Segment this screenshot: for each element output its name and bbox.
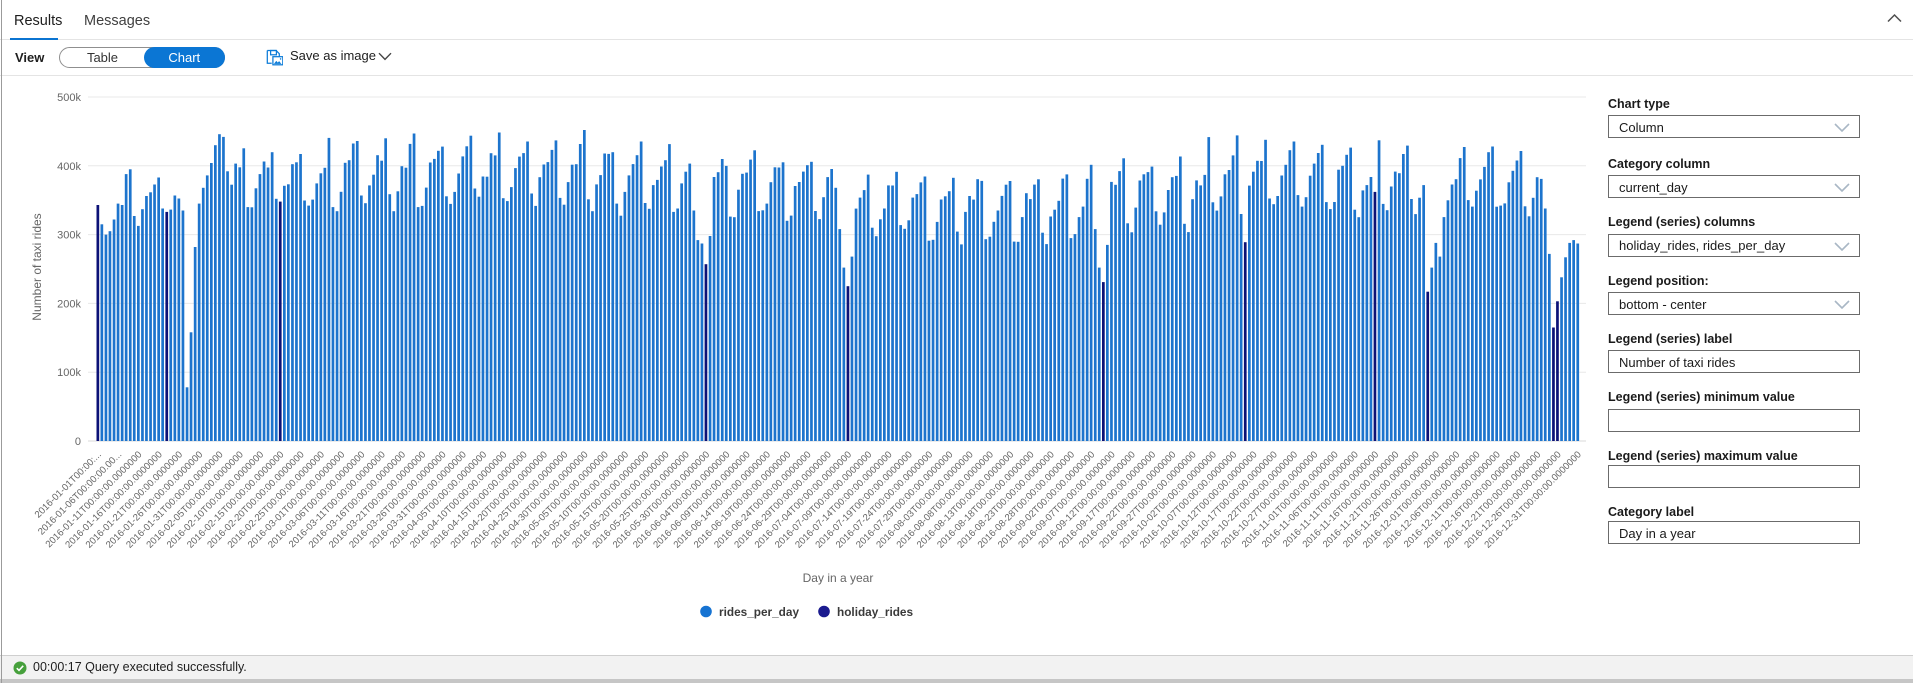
svg-text:200k: 200k xyxy=(57,298,81,310)
svg-text:holiday_rides: holiday_rides xyxy=(837,605,913,619)
svg-text:rides_per_day: rides_per_day xyxy=(719,605,799,619)
svg-text:100k: 100k xyxy=(57,367,81,379)
svg-text:0: 0 xyxy=(75,436,81,448)
svg-text:500k: 500k xyxy=(57,92,81,104)
svg-text:Number of taxi rides: Number of taxi rides xyxy=(30,213,44,320)
svg-text:Day in a year: Day in a year xyxy=(803,571,874,585)
svg-text:400k: 400k xyxy=(57,161,81,173)
svg-text:300k: 300k xyxy=(57,230,81,242)
